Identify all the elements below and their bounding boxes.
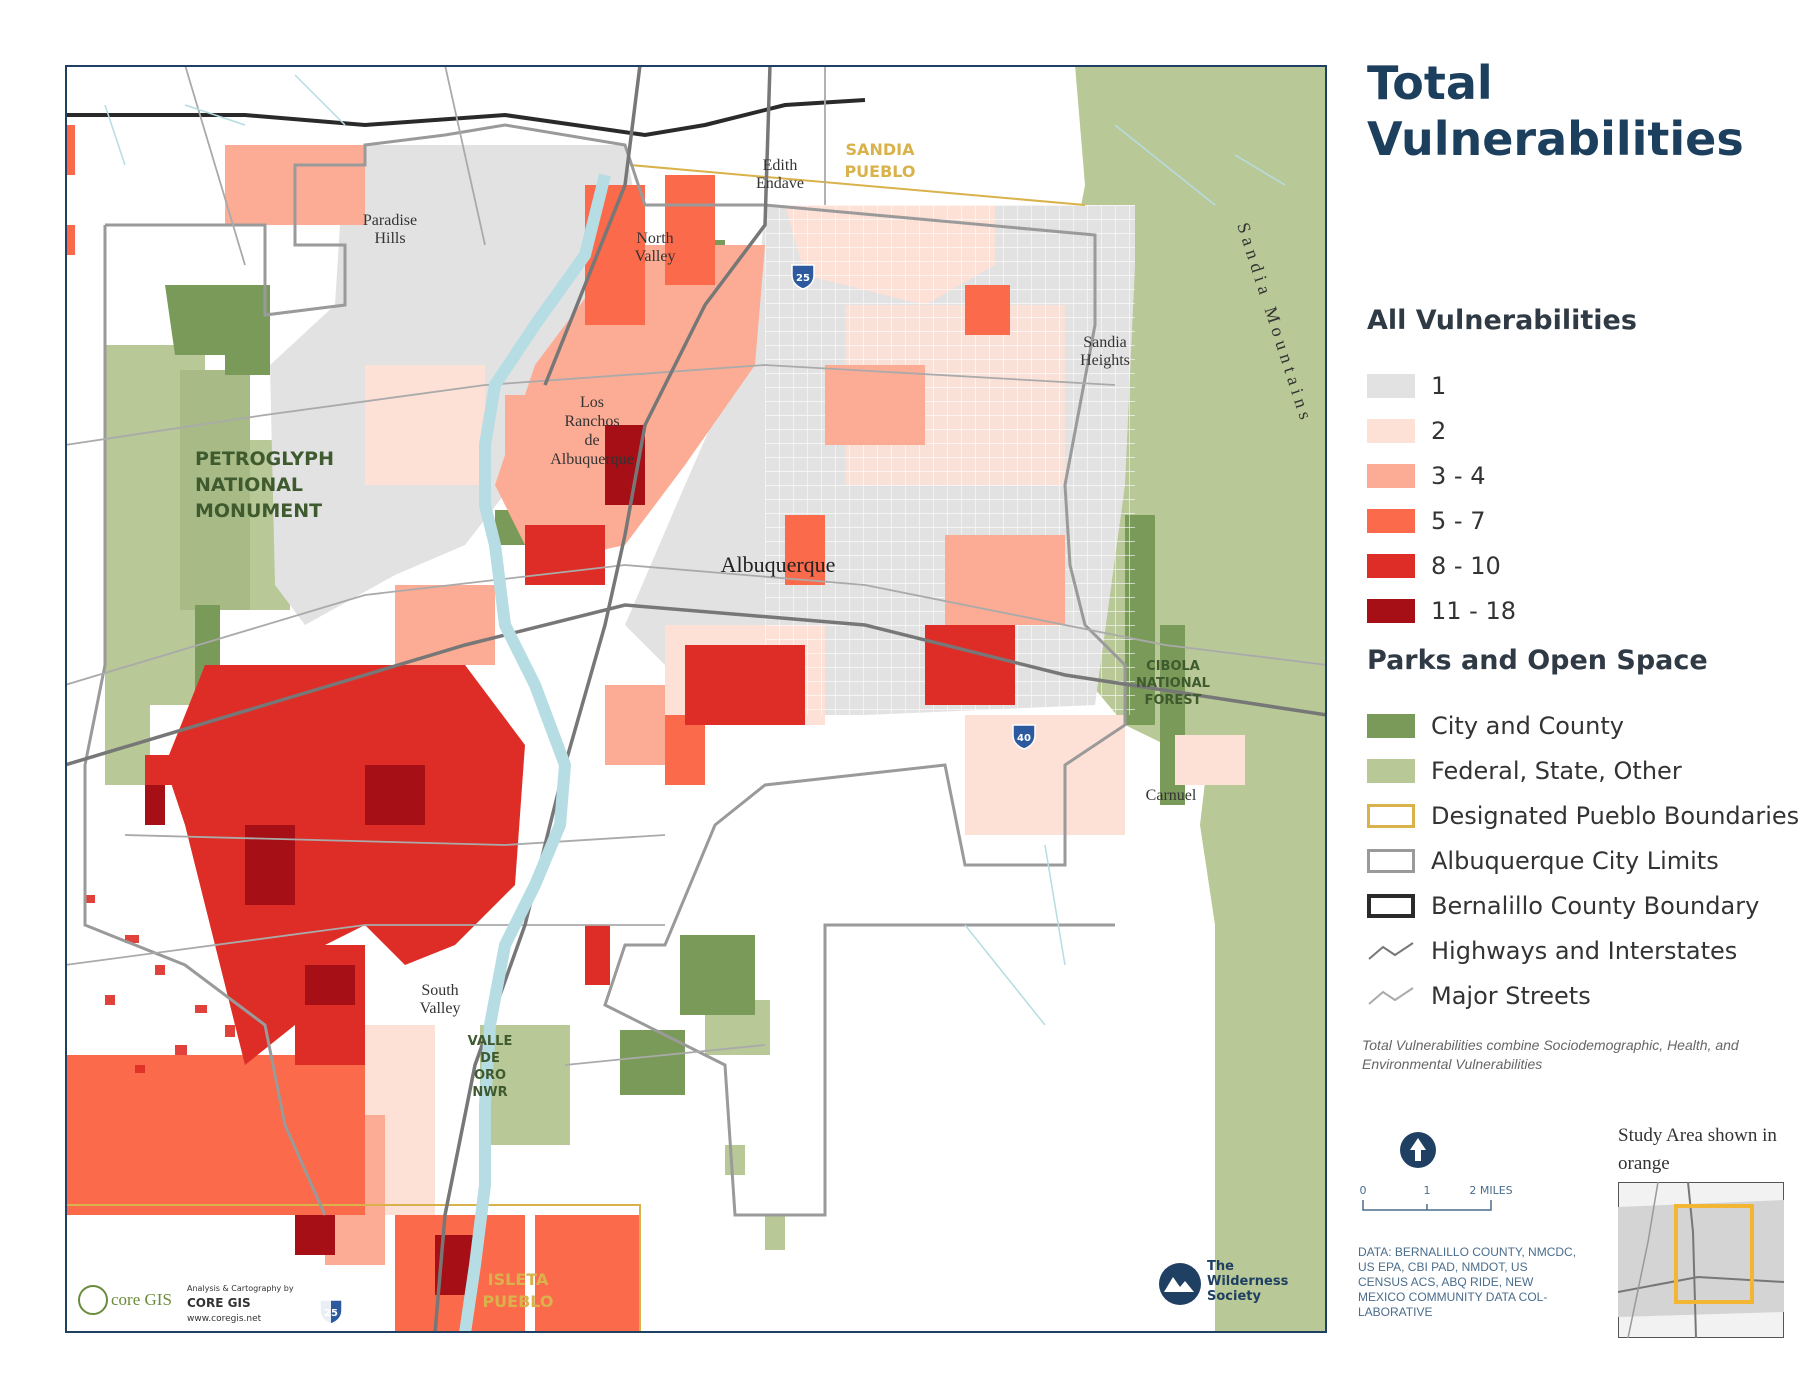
interstate-25-north-shield: 25 (791, 264, 815, 290)
label-los-ranchos: Los Ranchos de Albuquerque (550, 394, 634, 468)
svg-text:Society: Society (1207, 1289, 1261, 1304)
svg-text:www.coregis.net: www.coregis.net (187, 1314, 262, 1324)
legend-label: 1 (1431, 372, 1447, 400)
legend-parks-item: Federal, State, Other (1367, 753, 1682, 789)
legend-parks-item: Major Streets (1367, 978, 1591, 1014)
svg-text:The: The (1207, 1259, 1234, 1274)
label-isleta-pueblo: ISLETA PUEBLO (482, 1270, 553, 1311)
legend-swatch (1367, 849, 1415, 873)
label-north-valley: North Valley (635, 230, 676, 265)
label-sandia-pueblo: SANDIA PUEBLO (844, 140, 915, 181)
label-south-valley: South Valley (420, 982, 461, 1017)
vulnerability-class-5-7 (65, 125, 1010, 1333)
legend-swatch (1367, 804, 1415, 828)
label-carnuel: Carnuel (1146, 787, 1197, 804)
core-gis-credit: core GIS Analysis & Cartography by CORE … (71, 1277, 331, 1327)
legend-vulnerability-item: 2 (1367, 413, 1446, 449)
label-edith-endave: Edith Endave (756, 157, 804, 192)
legend-vulnerability-item: 1 (1367, 368, 1446, 404)
wilderness-society-credit: The Wilderness Society (1159, 1259, 1289, 1305)
svg-text:0: 0 (1360, 1184, 1367, 1197)
legend-swatch (1367, 599, 1415, 623)
legend-swatch (1367, 509, 1415, 533)
wilderness-society-logo-icon (1159, 1263, 1201, 1305)
legend-swatch (1368, 942, 1414, 960)
vulnerability-map: SANDIA PUEBLO Edith Endave Paradise Hills N… (65, 65, 1327, 1333)
svg-text:25: 25 (324, 1308, 338, 1319)
arroyos (104, 74, 1286, 1026)
svg-text:CORE GIS: CORE GIS (187, 1296, 251, 1310)
map-note: Total Vulnerabilities combine Sociodemog… (1362, 1037, 1739, 1072)
core-gis-logo-icon (78, 1285, 108, 1315)
rio-grande-river (459, 173, 611, 1333)
major-streets (65, 65, 1327, 1066)
scale-bar: 0 1 2 MILES (1360, 1184, 1513, 1211)
label-albuquerque: Albuquerque (721, 552, 836, 577)
legend-label: 11 - 18 (1431, 597, 1516, 625)
legend-label: City and County (1431, 712, 1624, 740)
legend-parks-item: Albuquerque City Limits (1367, 843, 1719, 879)
legend-panel: Total Vulnerabilities All Vulnerabilities… (1340, 0, 1799, 1391)
svg-text:1: 1 (1424, 1184, 1431, 1197)
legend-parks-title: Parks and Open Space (1367, 645, 1708, 676)
label-cibola: CIBOLA NATIONAL FOREST (1136, 659, 1210, 708)
label-sandia-heights: Sandia Heights (1080, 334, 1130, 369)
legend-label: Major Streets (1431, 982, 1591, 1010)
legend-label: 8 - 10 (1431, 552, 1501, 580)
interstate-40-shield: 40 (1012, 724, 1036, 750)
legend-swatch (1367, 554, 1415, 578)
legend-swatch (1367, 894, 1415, 918)
svg-text:25: 25 (796, 273, 810, 284)
legend-vulnerability-item: 11 - 18 (1367, 593, 1516, 629)
legend-label: Designated Pueblo Boundaries (1431, 802, 1800, 830)
study-area-inset-map (1618, 1182, 1784, 1338)
legend-vulnerabilities-title: All Vulnerabilities (1367, 305, 1637, 336)
legend-label: 2 (1431, 417, 1447, 445)
svg-text:2 MILES: 2 MILES (1469, 1184, 1512, 1197)
legend-parks-item: Highways and Interstates (1367, 933, 1737, 969)
svg-text:Analysis & Cartography by: Analysis & Cartography by (187, 1284, 294, 1293)
city-limits (83, 123, 1127, 1217)
legend-swatch (1367, 464, 1415, 488)
legend-swatch (1367, 759, 1415, 783)
label-valle-de-oro: VALLE DE ORO NWR (468, 1034, 513, 1100)
study-area-box (1674, 1204, 1754, 1304)
legend-vulnerability-item: 3 - 4 (1367, 458, 1485, 494)
svg-text:Wilderness: Wilderness (1207, 1274, 1289, 1289)
vulnerability-class-8-10 (85, 525, 1015, 1073)
label-paradise-hills: Paradise Hills (363, 212, 417, 247)
legend-parks-item: City and County (1367, 708, 1624, 744)
map-frame (65, 65, 1327, 1333)
data-sources: DATA: BERNALILLO COUNTY, NMCDC, US EPA, … (1358, 1245, 1577, 1319)
legend-label: Highways and Interstates (1431, 937, 1738, 965)
legend-label: Albuquerque City Limits (1431, 847, 1719, 875)
legend-label: 5 - 7 (1431, 507, 1486, 535)
highways-interstates (65, 65, 1327, 1333)
pueblo-boundaries (65, 164, 1086, 1333)
svg-text:core GIS: core GIS (111, 1290, 172, 1309)
legend-parks-item: Bernalillo County Boundary (1367, 888, 1759, 924)
legend-swatch (1367, 374, 1415, 398)
county-boundary (65, 98, 866, 138)
label-petroglyph: PETROGLYPH NATIONAL MONUMENT (195, 448, 334, 522)
legend-label: 3 - 4 (1431, 462, 1486, 490)
north-arrow-icon (1400, 1132, 1436, 1168)
legend-swatch (1367, 419, 1415, 443)
legend-swatch (1367, 714, 1415, 738)
svg-text:40: 40 (1017, 733, 1031, 744)
legend-vulnerability-item: 5 - 7 (1367, 503, 1485, 539)
inset-title: Study Area shown in orange (1618, 1125, 1777, 1174)
legend-parks-item: Designated Pueblo Boundaries (1367, 798, 1799, 834)
legend-vulnerability-item: 8 - 10 (1367, 548, 1501, 584)
legend-label: Bernalillo County Boundary (1431, 892, 1760, 920)
map-title: Total Vulnerabilities (1367, 56, 1744, 166)
legend-label: Federal, State, Other (1431, 757, 1682, 785)
legend-swatch (1368, 987, 1414, 1005)
